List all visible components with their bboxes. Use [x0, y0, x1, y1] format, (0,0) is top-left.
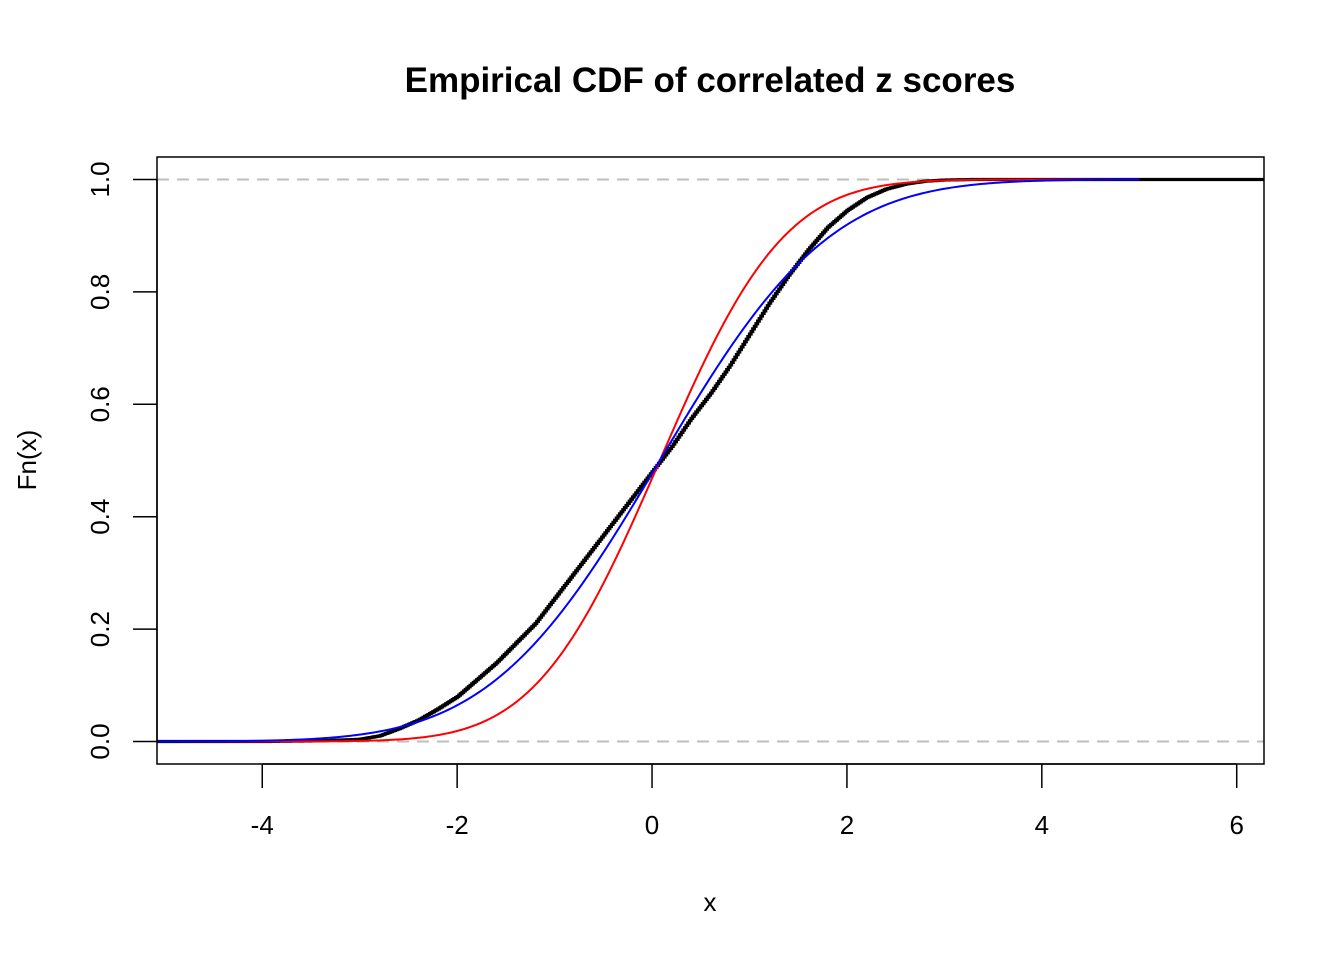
series-normal-cdf-line-1	[157, 178, 1140, 743]
x-tick-label: 0	[645, 810, 659, 840]
x-tick-label: 6	[1229, 810, 1243, 840]
x-tick-label: -4	[251, 810, 274, 840]
x-tick-label: 4	[1035, 810, 1049, 840]
x-axis-label: x	[704, 887, 717, 917]
y-tick-label: 1.0	[85, 161, 115, 197]
chart-title: Empirical CDF of correlated z scores	[405, 61, 1016, 100]
x-axis: -4 -2 0 2 4 6	[251, 763, 1244, 840]
y-tick-label: 0.2	[85, 611, 115, 647]
x-tick-label: -2	[446, 810, 469, 840]
y-axis-label: Fn(x)	[12, 430, 42, 491]
y-tick-label: 0.4	[85, 499, 115, 535]
y-tick-label: 0.6	[85, 386, 115, 422]
y-tick-label: 0.8	[85, 274, 115, 310]
y-axis: 0.0 0.2 0.4 0.6 0.8 1.0	[85, 161, 158, 760]
x-tick-label: 2	[840, 810, 854, 840]
series-normal-cdf-line-2	[157, 178, 1140, 743]
series-ecdf-line	[157, 177, 1264, 744]
y-tick-label: 0.0	[85, 723, 115, 759]
plot-frame	[156, 156, 1265, 765]
